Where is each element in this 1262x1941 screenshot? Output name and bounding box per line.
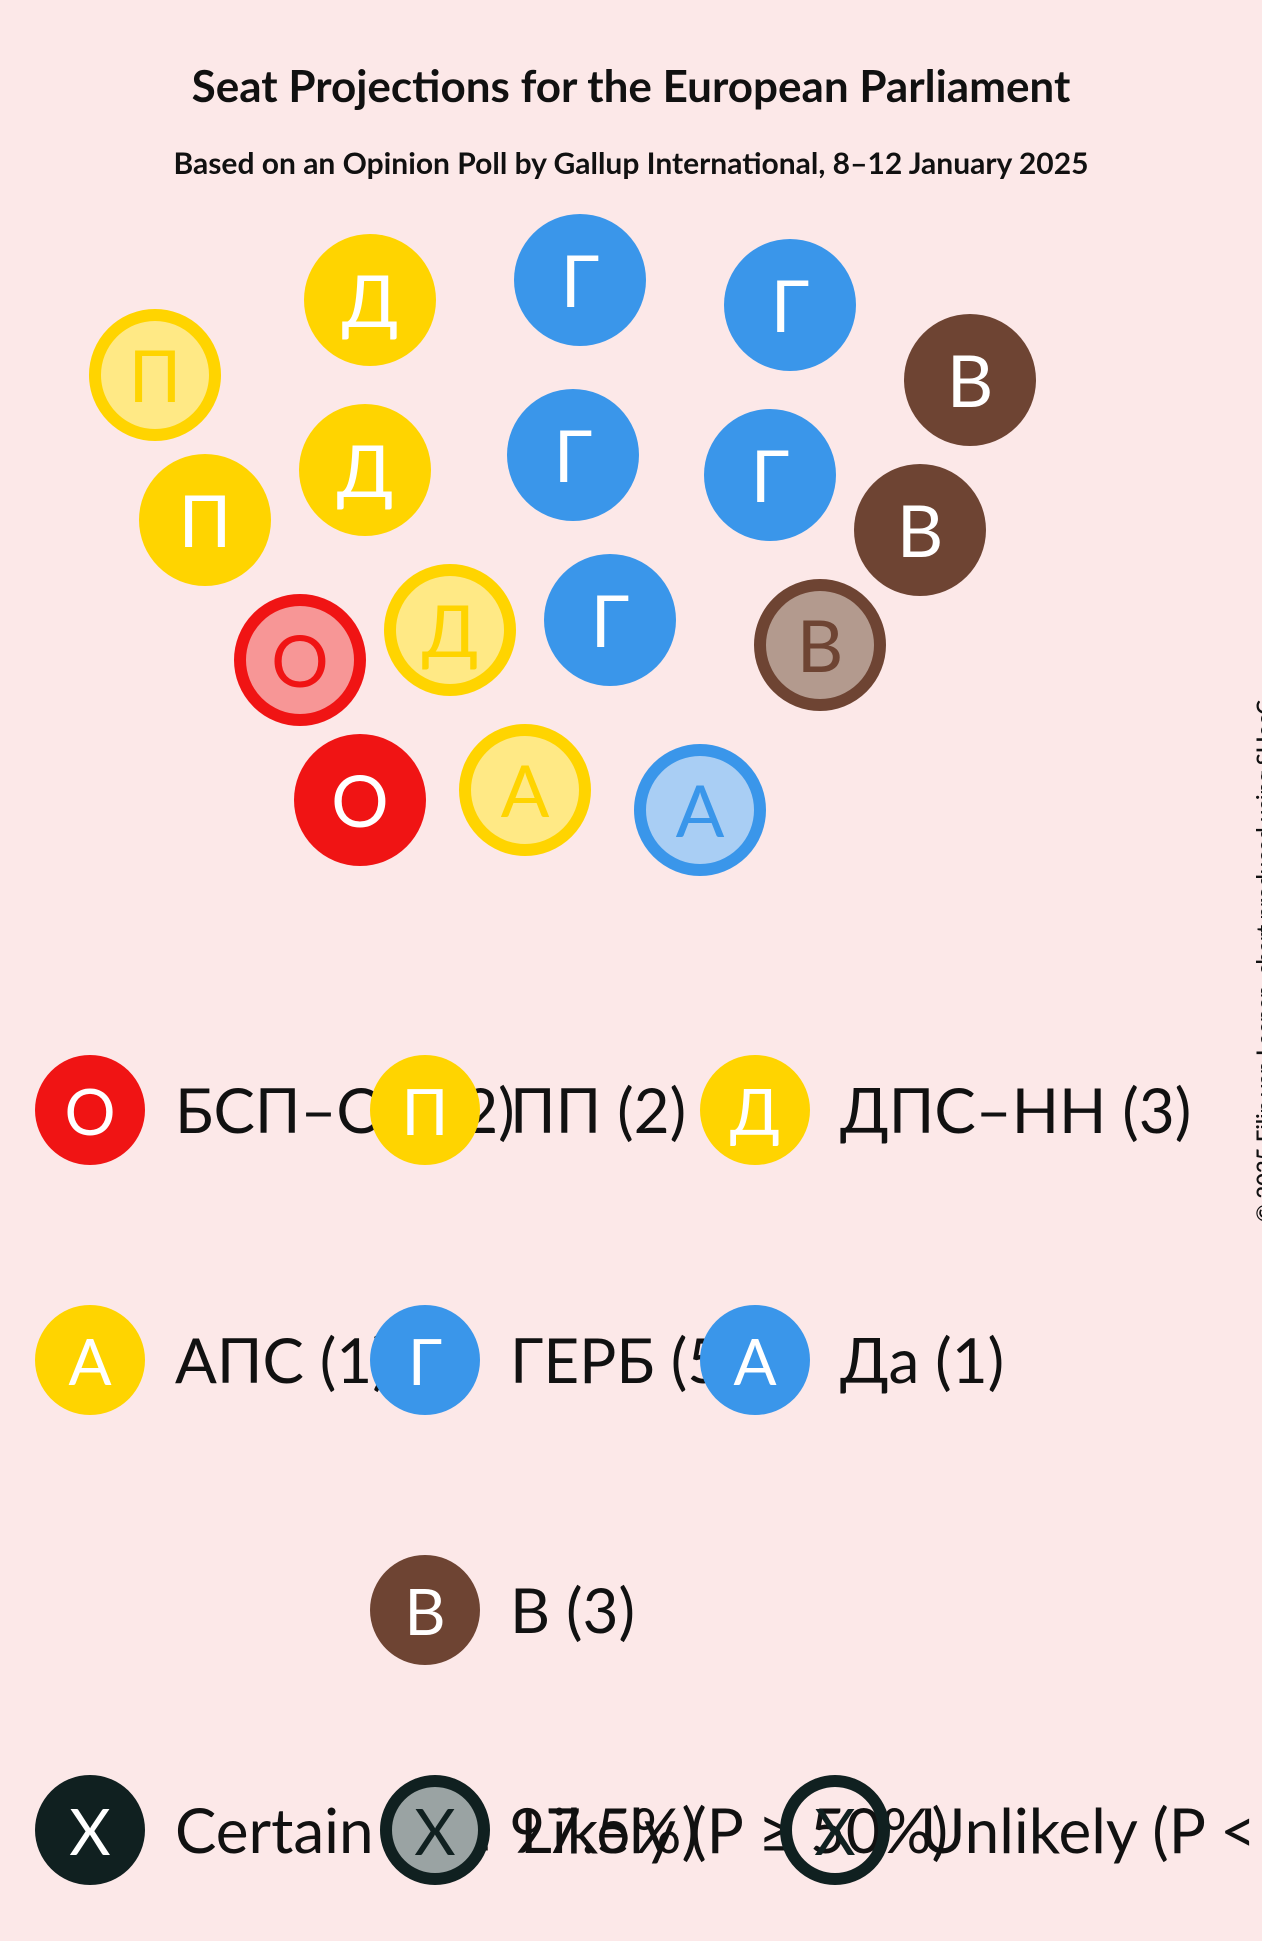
seat-P: П	[139, 454, 271, 586]
seat-G: Г	[544, 554, 676, 686]
seat-O: О	[294, 734, 426, 866]
legend-label: ПП (2)	[510, 1073, 686, 1147]
legend-swatch: X	[780, 1775, 890, 1885]
seat-Ad: А	[634, 744, 766, 876]
legend-swatch: X	[35, 1775, 145, 1885]
seat-D: Д	[384, 564, 516, 696]
legend-item: А Да (1)	[700, 1305, 1004, 1415]
legend-swatch: В	[370, 1555, 480, 1665]
legend-label: В (3)	[510, 1573, 635, 1647]
legend-prob-item: X Unlikely (P < 50%)	[780, 1775, 1262, 1885]
legend-item: Д ДПС–НН (3)	[700, 1055, 1191, 1165]
legend-label: Да (1)	[840, 1323, 1004, 1397]
seat-V: В	[854, 464, 986, 596]
chart-subtitle: Based on an Opinion Poll by Gallup Inter…	[0, 145, 1262, 181]
credit-text: © 2025 Filip van Laenen, chart produced …	[1250, 700, 1262, 1222]
seat-G: Г	[514, 214, 646, 346]
seat-G: Г	[704, 409, 836, 541]
legend-swatch: Г	[370, 1305, 480, 1415]
legend-swatch: X	[380, 1775, 490, 1885]
legend-item: А АПС (1)	[35, 1305, 389, 1415]
legend-item: В В (3)	[370, 1555, 635, 1665]
chart-canvas: Seat Projections for the European Parlia…	[0, 0, 1262, 1941]
seat-D: Д	[299, 404, 431, 536]
legend-item: ГГЕРБ (5)	[370, 1305, 740, 1415]
seat-G: Г	[507, 389, 639, 521]
seat-V: В	[754, 579, 886, 711]
legend-swatch: А	[35, 1305, 145, 1415]
legend-swatch: П	[370, 1055, 480, 1165]
legend-label: ДПС–НН (3)	[840, 1073, 1191, 1147]
seat-P: П	[89, 309, 221, 441]
seat-O: О	[234, 594, 366, 726]
legend-label: АПС (1)	[175, 1323, 389, 1397]
seat-D: Д	[304, 234, 436, 366]
seat-G: Г	[724, 239, 856, 371]
legend-label: Unlikely (P < 50%)	[920, 1793, 1262, 1867]
seat-Ap: А	[459, 724, 591, 856]
seat-V: В	[904, 314, 1036, 446]
legend-item: П ПП (2)	[370, 1055, 686, 1165]
legend-swatch: О	[35, 1055, 145, 1165]
chart-title: Seat Projections for the European Parlia…	[0, 60, 1262, 112]
legend-swatch: А	[700, 1305, 810, 1415]
legend-swatch: Д	[700, 1055, 810, 1165]
